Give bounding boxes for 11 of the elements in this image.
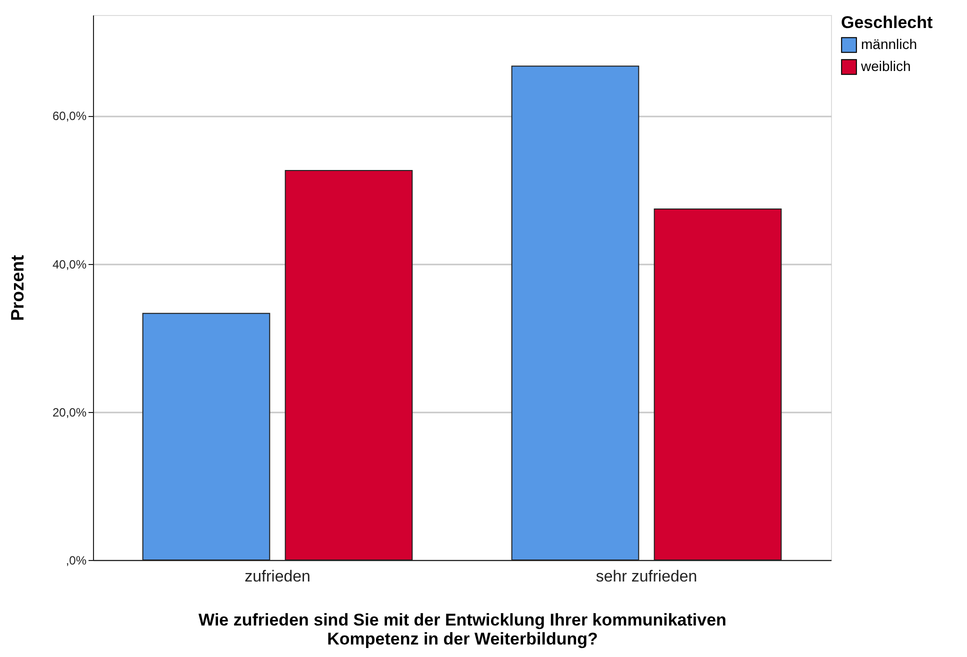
y-tick-label: 60,0%	[52, 109, 87, 124]
y-tick-label: ,0%	[66, 554, 87, 568]
y-tick-label: 40,0%	[52, 257, 87, 272]
y-axis-title: Prozent	[7, 254, 28, 322]
x-tick-label: sehr zufrieden	[596, 568, 698, 586]
x-tick-label: zufrieden	[244, 568, 310, 586]
legend-title: Geschlecht	[841, 13, 933, 32]
legend-label: weiblich	[860, 58, 911, 74]
y-tick-label: 20,0%	[52, 405, 87, 420]
legend-label: männlich	[861, 36, 918, 52]
x-axis-title: Wie zufrieden sind Sie mit der Entwicklung Ihrer kommunikativen Kompetenz in der Weiterbildung?	[198, 610, 726, 648]
